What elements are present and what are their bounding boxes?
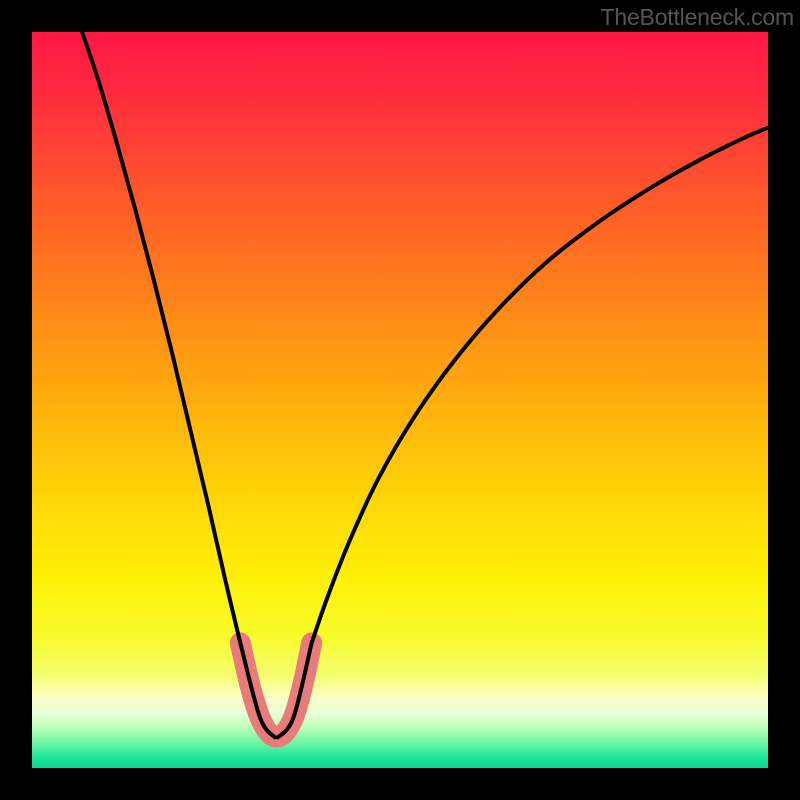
stage: TheBottleneck.com xyxy=(0,0,800,800)
watermark-text: TheBottleneck.com xyxy=(601,4,794,31)
curve-left xyxy=(82,32,240,643)
chart-curves xyxy=(32,32,768,768)
curve-right xyxy=(312,128,768,643)
plot-area xyxy=(32,32,768,768)
